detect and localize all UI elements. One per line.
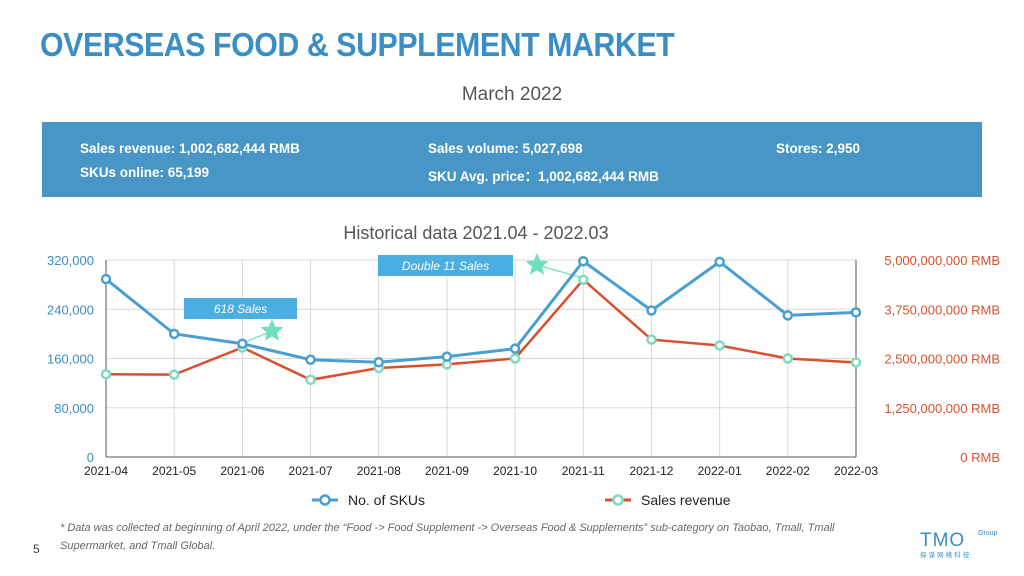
point-skus xyxy=(578,255,589,267)
annotation-star-icon xyxy=(525,253,549,275)
series-line-sales-revenue xyxy=(105,277,857,382)
company-logo: TMO Group 探 谋 网 络 科 技 xyxy=(918,526,1014,560)
stats-banner: Sales revenue: 1,002,682,444 RMB SKUs on… xyxy=(42,122,982,197)
x-tick-label: 2021-09 xyxy=(425,464,469,478)
point-sales-revenue xyxy=(782,353,794,364)
page-subtitle: March 2022 xyxy=(461,84,563,105)
legend-item-revenue: Sales revenue xyxy=(605,492,731,508)
annotation-box xyxy=(378,255,513,276)
point-skus xyxy=(305,354,316,365)
stat-stores: Stores: 2,950 xyxy=(776,141,861,156)
point-sales-revenue xyxy=(578,274,589,285)
logo-tagline: 探 谋 网 络 科 技 xyxy=(920,550,970,559)
point-skus xyxy=(850,307,862,318)
point-skus xyxy=(237,338,248,349)
chart-title: Historical data 2021.04 - 2022.03 xyxy=(343,223,609,243)
y-right-tick-label: 5,000,000,000 RMB xyxy=(884,253,1000,268)
legend-label-skus: No. of SKUs xyxy=(348,492,426,508)
series-line-skus xyxy=(105,259,857,364)
point-skus xyxy=(441,351,453,362)
y-right-tick-label: 1,250,000,000 RMB xyxy=(884,401,1000,416)
y-left-tick-label: 0 xyxy=(87,450,94,465)
legend-marker-skus xyxy=(312,493,338,507)
stat-sales-volume: Sales volume: 5,027,698 xyxy=(428,141,583,156)
point-skus xyxy=(168,328,180,340)
point-sales-revenue xyxy=(714,340,725,351)
x-tick-label: 2021-12 xyxy=(629,464,673,478)
logo-text: TMO xyxy=(920,530,965,551)
x-tick-label: 2022-02 xyxy=(766,464,810,478)
line-chart: 618 Sales Double 11 Sales 0 80,000 160,000 2… xyxy=(47,253,1000,478)
footnote: * Data was collected at beginning of Apr… xyxy=(60,522,835,552)
point-sales-revenue xyxy=(100,369,112,380)
x-tick-label: 2021-11 xyxy=(562,464,605,478)
y-right-tick-label: 3,750,000,000 RMB xyxy=(884,302,1000,317)
annotation-box xyxy=(184,298,297,319)
point-skus xyxy=(646,305,657,316)
point-sales-revenue xyxy=(850,357,862,368)
y-left-tick-label: 80,000 xyxy=(54,401,94,416)
point-skus xyxy=(714,256,725,268)
stat-sales-revenue: Sales revenue: 1,002,682,444 RMB xyxy=(80,141,300,156)
x-tick-label: 2022-03 xyxy=(834,464,878,478)
annotation-leader xyxy=(536,264,584,279)
point-sales-revenue xyxy=(168,369,180,380)
x-tick-label: 2022-01 xyxy=(698,464,742,478)
point-skus xyxy=(373,356,384,368)
annotation-star-icon xyxy=(260,319,284,341)
x-tick-label: 2021-07 xyxy=(289,464,333,478)
x-tick-label: 2021-08 xyxy=(357,464,401,478)
point-sales-revenue xyxy=(646,334,657,345)
x-tick-label: 2021-10 xyxy=(493,464,537,478)
legend-item-skus: No. of SKUs xyxy=(312,492,425,508)
legend-label-revenue: Sales revenue xyxy=(641,492,731,508)
stat-skus-online: SKUs online: 65,199 xyxy=(80,165,210,180)
point-skus xyxy=(100,273,112,285)
logo-sup: Group xyxy=(978,530,998,537)
legend-marker-revenue xyxy=(605,493,631,507)
stat-sku-avg-price: SKU Avg. price：1,002,682,444 RMB xyxy=(428,169,659,184)
point-skus xyxy=(782,310,794,321)
annotation-label: Double 11 Sales xyxy=(402,259,489,273)
x-tick-label: 2021-04 xyxy=(84,464,128,478)
page-title: OVERSEAS FOOD & SUPPLEMENT MARKET xyxy=(40,26,675,63)
y-right-tick-label: 0 RMB xyxy=(960,450,1000,465)
y-left-tick-label: 240,000 xyxy=(47,302,94,317)
point-sales-revenue xyxy=(509,353,521,364)
annotation-label: 618 Sales xyxy=(214,302,267,316)
point-sales-revenue xyxy=(305,374,316,386)
x-tick-label: 2021-06 xyxy=(220,464,264,478)
y-left-tick-label: 320,000 xyxy=(47,253,94,268)
page-number: 5 xyxy=(33,542,40,556)
y-left-tick-label: 160,000 xyxy=(47,352,94,367)
point-skus xyxy=(509,343,521,354)
x-tick-label: 2021-05 xyxy=(152,464,196,478)
y-right-tick-label: 2,500,000,000 RMB xyxy=(884,352,1000,367)
